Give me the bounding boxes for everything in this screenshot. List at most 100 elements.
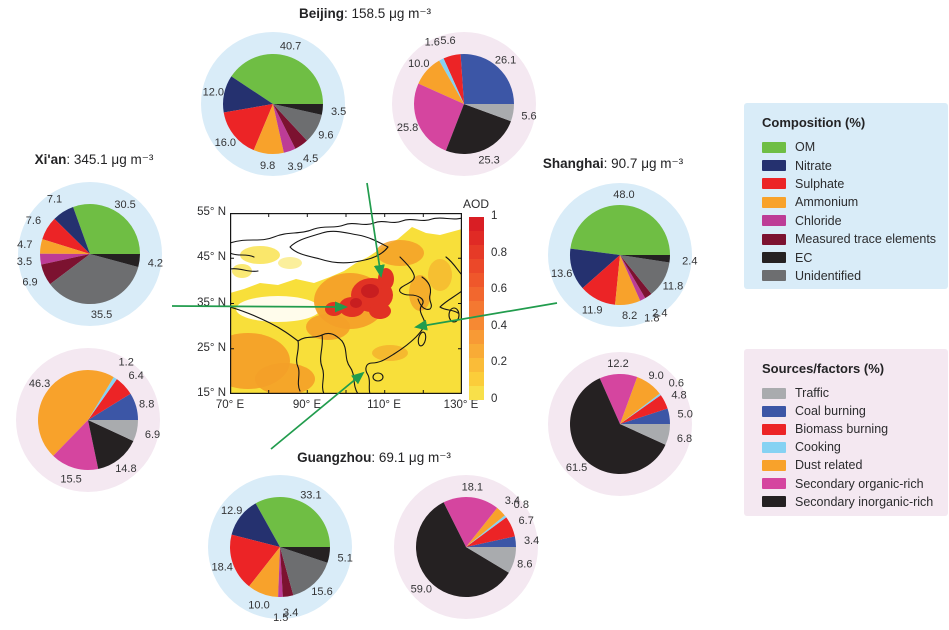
pie-value-label: 2.4: [682, 255, 697, 267]
pie-value-label: 3.5: [17, 256, 32, 268]
pie-value-label: 25.3: [478, 155, 499, 167]
sources-legend-title: Sources/factors (%): [762, 361, 885, 376]
pie-value-label: 40.7: [280, 41, 301, 53]
pie-slice-unidentified: [50, 254, 139, 305]
pie-slice-om: [231, 54, 323, 104]
pie-slice-chloride: [39, 253, 90, 265]
pie-slice-biomass-burning: [466, 517, 515, 547]
pie-shanghai-composition: 48.013.611.9 8.2 1.82.411.82.4: [548, 183, 697, 327]
pie-slice-biomass-burning: [443, 54, 464, 104]
colorbar-segment: [469, 217, 484, 232]
pie-value-label: 10.0: [408, 58, 429, 70]
pie-slice-unidentified: [280, 547, 328, 596]
pie-value-label: 12.9: [221, 505, 242, 517]
lat-label: 35° N: [197, 296, 226, 309]
legend-swatch: [762, 178, 786, 190]
pie-slice-ec: [90, 254, 140, 268]
pie-slice-dust-related: [38, 370, 114, 456]
legend-item-coal-burning: Coal burning: [744, 402, 948, 420]
colorbar-title: AOD: [462, 197, 489, 211]
legend-swatch: [762, 141, 786, 153]
pie-value-label: 46.3: [29, 378, 50, 390]
pie-slice-ec: [280, 547, 330, 563]
legend-item-unidentified: Unidentified: [744, 267, 948, 285]
legend-item-sulphate: Sulphate: [744, 175, 948, 193]
colorbar-segment: [469, 315, 484, 330]
pie-value-label: 11.8: [663, 280, 684, 292]
legend-swatch: [762, 441, 786, 453]
composition-legend-items: OM Nitrate Sulphate Ammonium Chloride Measure…: [744, 138, 948, 285]
pie-value-label: 18.1: [462, 481, 483, 493]
pie-xian-sources: 8.8 6.4 1.2 46.3 15.5 14.8 6.9: [16, 348, 160, 492]
pie-value-label: 61.5: [566, 462, 587, 474]
lat-label: 55° N: [197, 206, 226, 218]
shanghai-value: : 90.7 μg m⁻³: [603, 156, 684, 171]
pie-slice-om: [570, 204, 670, 255]
colorbar-tick: 0.4: [491, 319, 507, 332]
pie-slice-ammonium: [253, 104, 284, 155]
sources-legend: Sources/factors (%) Traffic Coal burning B…: [744, 349, 948, 516]
beijing-value: : 158.5 μg m⁻³: [344, 6, 431, 21]
pie-slice-secondary-inorganic-rich: [570, 378, 666, 474]
lon-label: 70° E: [215, 399, 245, 411]
pie-slice-coal-burning: [620, 408, 670, 424]
legend-label: Measured trace elements: [795, 232, 937, 247]
pie-slice-nitrate: [569, 248, 620, 289]
legend-item-ammonium: Ammonium: [744, 193, 948, 211]
legend-swatch: [762, 387, 786, 399]
lat-label: 15° N: [197, 387, 226, 399]
colorbar-segment: [469, 273, 484, 288]
pie-slice-secondary-organic-rich: [53, 420, 99, 470]
pie-value-label: 30.5: [114, 199, 135, 211]
pie-slice-secondary-organic-rich: [599, 373, 638, 424]
legend-item-om: OM: [744, 138, 948, 156]
colorbar-segment: [469, 329, 484, 344]
colorbar-segment: [469, 301, 484, 316]
pie-value-label: 5.6: [521, 111, 536, 123]
pie-slice-om: [73, 204, 140, 254]
pie-slice-chloride: [273, 104, 296, 153]
legend-label: Biomass burning: [795, 422, 889, 437]
pie-slice-secondary-organic-rich: [414, 83, 464, 151]
colorbar-tick: 0.6: [491, 283, 507, 296]
pie-slice-secondary-inorganic-rich: [88, 420, 134, 469]
pie-slice-ec: [620, 255, 670, 263]
pie-slice-ec: [273, 104, 323, 115]
pie-value-label: 14.8: [115, 463, 136, 475]
pie-value-label: 6.4: [128, 370, 143, 382]
pie-slice-coal-burning: [466, 536, 516, 547]
legend-label: Secondary inorganic-rich: [795, 494, 934, 509]
pie-slice-cooking: [466, 515, 507, 547]
pie-slice-cooking: [620, 393, 661, 424]
pie-slice-sulphate: [230, 534, 280, 587]
pie-value-label: 9.8: [260, 160, 275, 172]
aod-map: [230, 213, 462, 394]
sources-legend-items: Traffic Coal burning Biomass burning Cookin…: [744, 384, 948, 511]
colorbar-tick: 1: [491, 210, 498, 222]
pie-slice-dust-related: [466, 507, 505, 547]
colorbar-segment: [469, 287, 484, 302]
pie-beijing-sources: 26.15.61.610.025.825.35.6: [392, 32, 537, 176]
pie-slice-sulphate: [223, 104, 273, 151]
legend-label: OM: [795, 140, 816, 155]
legend-label: Coal burning: [795, 404, 866, 419]
legend-item-dust-related: Dust related: [744, 456, 948, 474]
pie-value-label: 2.4: [652, 308, 667, 320]
legend-swatch: [762, 196, 786, 208]
pie-value-label: 0.6: [669, 378, 684, 390]
lat-label: 25° N: [197, 341, 226, 354]
legend-item-nitrate: Nitrate: [744, 156, 948, 174]
pie-slice-cooking: [439, 58, 464, 104]
pie-slice-cooking: [88, 377, 117, 420]
xian-title: Xi'an: 345.1 μg m⁻³: [35, 152, 154, 168]
legend-label: Secondary organic-rich: [795, 476, 924, 491]
pie-slice-secondary-organic-rich: [443, 497, 498, 547]
pie-slice-measured-trace-elements: [273, 104, 307, 149]
legend-label: Chloride: [795, 213, 842, 228]
guangzhou-title: Guangzhou: 69.1 μg m⁻³: [297, 450, 451, 466]
pie-slice-biomass-burning: [88, 379, 131, 420]
colorbar-tick: 0.8: [491, 246, 507, 259]
legend-swatch: [762, 478, 786, 490]
colorbar-segment: [469, 371, 484, 386]
legend-item-ec: EC: [744, 248, 948, 266]
